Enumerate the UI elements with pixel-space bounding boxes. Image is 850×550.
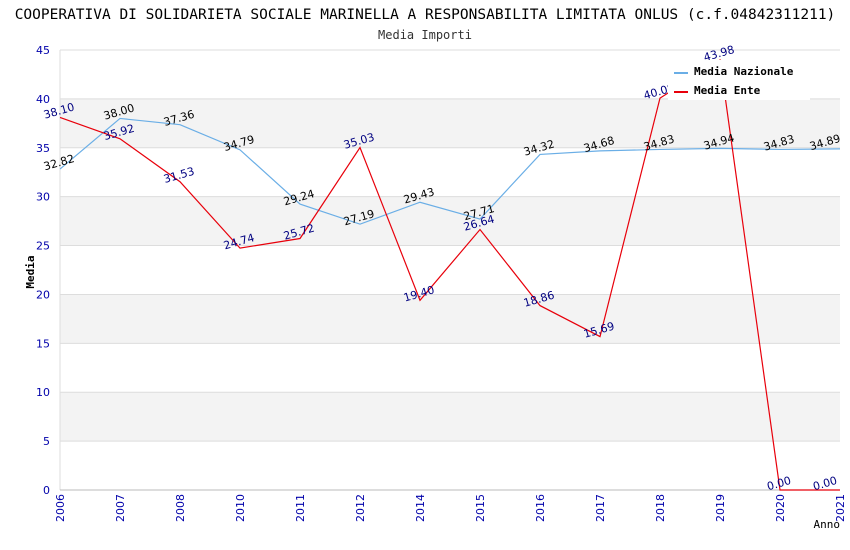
y-tick-label: 40 [36, 93, 50, 106]
x-tick-labels: 2006 2007 2008 2010 2011 2012 2014 2015 2016 2017… [54, 494, 847, 522]
data-label-media-ente: 0.00 [765, 474, 792, 493]
data-label-media-ente: 31.53 [162, 165, 196, 186]
legend-label-media-ente: Media Ente [694, 84, 761, 97]
chart-title: COOPERATIVA DI SOLIDARIETA SOCIALE MARIN… [15, 7, 836, 23]
y-tick-label: 10 [36, 386, 50, 399]
x-tick-label: 2008 [174, 494, 187, 522]
y-tick-label: 30 [36, 191, 50, 204]
y-tick-label: 5 [43, 435, 50, 448]
y-tick-label: 0 [43, 484, 50, 497]
y-tick-labels: 0 5 10 15 20 25 30 35 40 45 [36, 44, 50, 497]
x-tick-label: 2017 [594, 494, 607, 522]
legend: Media Nazionale Media Ente [668, 60, 810, 100]
y-tick-label: 20 [36, 288, 50, 301]
grid-band [60, 294, 840, 344]
chart-subtitle: Media Importi [378, 28, 472, 42]
x-tick-label: 2020 [774, 494, 787, 522]
x-tick-label: 2014 [414, 494, 427, 522]
x-tick-label: 2006 [54, 494, 67, 522]
plot-bands [60, 98, 840, 442]
y-tick-label: 35 [36, 142, 50, 155]
x-tick-label: 2019 [714, 494, 727, 522]
x-tick-label: 2012 [354, 494, 367, 522]
series-line-media-nazionale [59, 117, 841, 225]
y-tick-label: 45 [36, 44, 50, 57]
grid-lines [60, 49, 840, 491]
axes [59, 50, 840, 491]
x-tick-label: 2018 [654, 494, 667, 522]
legend-box [668, 60, 810, 100]
data-label-media-ente: 0.00 [811, 474, 838, 493]
x-tick-label: 2016 [534, 494, 547, 522]
grid-band [60, 98, 840, 148]
x-axis-title: Anno [814, 518, 841, 531]
y-tick-label: 15 [36, 337, 50, 350]
grid-band [60, 196, 840, 246]
data-label-media-nazionale: 32.82 [42, 152, 76, 173]
x-tick-label: 2021 [834, 494, 847, 522]
x-tick-label: 2011 [294, 494, 307, 522]
y-tick-label: 25 [36, 240, 50, 253]
legend-label-media-nazionale: Media Nazionale [694, 65, 794, 78]
x-tick-label: 2010 [234, 494, 247, 522]
x-tick-label: 2007 [114, 494, 127, 522]
y-axis-title: Media [24, 255, 37, 288]
grid-band [60, 392, 840, 442]
x-tick-label: 2015 [474, 494, 487, 522]
